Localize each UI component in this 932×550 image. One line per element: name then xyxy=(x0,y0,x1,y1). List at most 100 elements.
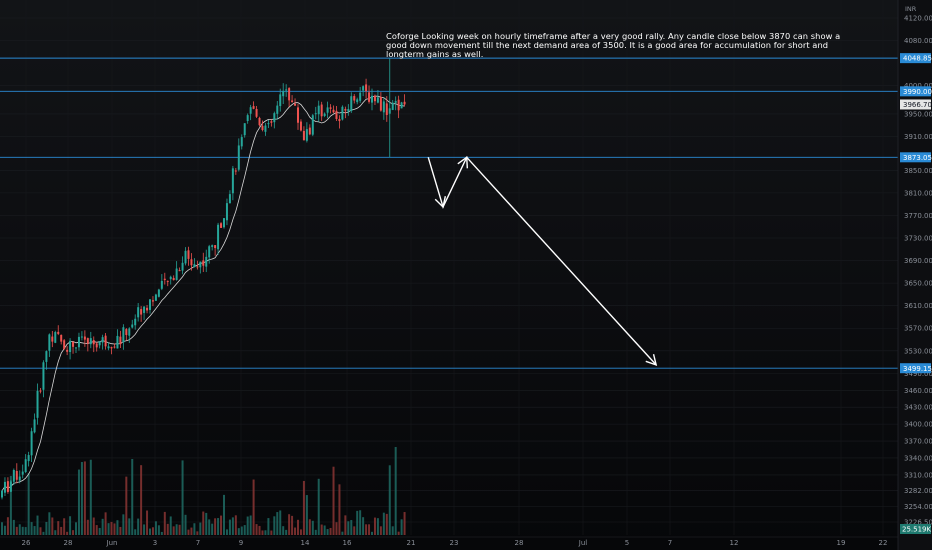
volume-bar xyxy=(211,523,214,535)
candle-body xyxy=(308,127,311,135)
time-tick-label: 12 xyxy=(730,539,739,547)
volume-bars xyxy=(1,446,406,535)
candle-body xyxy=(231,168,234,194)
candle-body xyxy=(385,103,388,115)
candle-body xyxy=(137,307,140,318)
volume-bar xyxy=(72,530,75,535)
volume-bar xyxy=(30,522,33,535)
candle-body xyxy=(6,481,9,492)
volume-bar xyxy=(9,475,12,535)
price-tick-label: 4120.00 xyxy=(904,15,932,23)
volume-bar xyxy=(119,526,122,535)
candle-body xyxy=(237,145,240,170)
candle-body xyxy=(258,117,261,126)
volume-bar xyxy=(217,518,220,535)
arrow-head-target-icon xyxy=(645,354,658,366)
chart-annotation-text[interactable]: Coforge Looking week on hourly timeframe… xyxy=(386,31,841,59)
candle-body xyxy=(332,109,335,113)
candle-body xyxy=(172,277,175,281)
price-tick-label: 4000.00 xyxy=(904,82,932,90)
projection-arrows[interactable] xyxy=(427,156,658,366)
volume-bar xyxy=(128,518,131,535)
volume-bar xyxy=(214,518,217,535)
volume-bar xyxy=(160,531,163,535)
candle-body xyxy=(299,121,302,131)
volume-bar xyxy=(178,524,181,535)
candle-body xyxy=(113,346,116,348)
time-tick-label: 16 xyxy=(343,539,352,547)
candle-body xyxy=(86,338,89,344)
candle-body xyxy=(350,96,353,112)
level-price-tag-text: 3499.15 xyxy=(903,365,932,373)
volume-bar xyxy=(154,521,157,535)
candle-body xyxy=(187,250,190,259)
time-tick-label: 21 xyxy=(407,539,416,547)
volume-bar xyxy=(12,519,15,535)
price-tick-label: 3310.00 xyxy=(904,471,932,479)
candle-body xyxy=(178,270,181,272)
candle-body xyxy=(305,129,308,141)
candle-body xyxy=(240,137,243,147)
price-tick-label: 3430.00 xyxy=(904,404,932,412)
candle-body xyxy=(217,224,220,250)
candle-body xyxy=(376,97,379,103)
volume-bar xyxy=(137,518,140,535)
candle-body xyxy=(246,115,249,122)
volume-bar xyxy=(302,480,305,535)
price-axis[interactable]: 4120.00 4080.00 4000.00 3950.00 3910.00 3850.… xyxy=(897,0,932,550)
candle-body xyxy=(264,125,267,132)
price-level-lines[interactable] xyxy=(0,57,898,369)
volume-bar xyxy=(116,520,119,535)
current-price-tag-text: 3966.70 xyxy=(903,101,932,109)
candle-body xyxy=(214,245,217,249)
price-tick-label: 3400.00 xyxy=(904,421,932,429)
volume-bar xyxy=(45,521,48,535)
volume-bar xyxy=(1,522,3,535)
candle-body xyxy=(36,390,39,418)
level-price-tag-text: 3990.00 xyxy=(903,88,932,96)
volume-bar xyxy=(359,510,362,535)
level-price-tag-text: 3873.05 xyxy=(903,154,932,162)
candle-body xyxy=(344,108,347,111)
candle-body xyxy=(196,266,199,268)
volume-bar xyxy=(146,510,149,535)
volume-bar xyxy=(75,522,77,535)
volume-bar xyxy=(39,527,42,535)
candle-body xyxy=(163,278,166,281)
candle-body xyxy=(95,343,98,348)
candle-body xyxy=(282,90,285,97)
volume-bar xyxy=(18,524,21,535)
volume-bar xyxy=(368,524,371,535)
moving-average-line xyxy=(1,95,405,492)
candle-body xyxy=(190,259,193,266)
candle-body xyxy=(24,459,27,473)
time-tick-label: Jul xyxy=(578,539,588,547)
projection-path[interactable] xyxy=(427,156,657,366)
volume-bar xyxy=(225,529,228,535)
candle-body xyxy=(119,336,122,345)
time-axis[interactable]: 26 28 Jun 3 7 9 14 16 21 23 28 Jul 5 7 12 19 22 xyxy=(0,536,898,547)
candle-body xyxy=(311,115,314,135)
candle-body xyxy=(160,280,163,289)
price-tick-label: 3910.00 xyxy=(904,133,932,141)
candle-body xyxy=(288,88,291,101)
candle-body xyxy=(101,337,104,343)
volume-bar xyxy=(205,512,208,535)
volume-bar xyxy=(101,518,104,535)
volume-bar xyxy=(291,515,294,535)
volume-bar xyxy=(181,460,184,535)
time-tick-label: 5 xyxy=(625,539,629,547)
candle-body xyxy=(54,332,57,343)
candle-body xyxy=(255,108,258,117)
candle-body xyxy=(66,349,69,352)
price-tags: 4048.85 3990.00 3873.05 3499.15 3966.70 25.51… xyxy=(900,53,932,534)
candle-body xyxy=(175,268,178,280)
candle-body xyxy=(223,218,225,228)
volume-bar xyxy=(134,529,137,535)
volume-bar xyxy=(77,469,80,535)
volume-bar xyxy=(261,530,264,535)
candle-body xyxy=(154,294,157,301)
candle-body xyxy=(356,99,359,103)
candle-body xyxy=(151,300,154,302)
